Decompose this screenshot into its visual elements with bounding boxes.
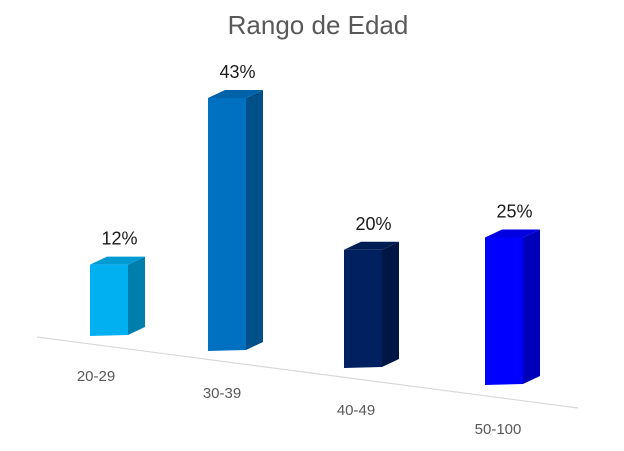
x-tick-labels-group: 20-29 30-39 40-49 50-100 (77, 368, 522, 438)
bar-front-40-49 (344, 249, 382, 368)
bar-side-40-49 (382, 241, 399, 367)
chart-title: Rango de Edad (228, 10, 409, 40)
bar-front-30-39 (208, 98, 246, 352)
data-label-30-39: 43% (219, 62, 255, 82)
bar-top-40-49 (344, 241, 399, 250)
data-label-40-49: 20% (355, 214, 391, 234)
bars-group (90, 90, 540, 385)
data-label-50-100: 25% (496, 202, 532, 222)
bar-front-20-29 (90, 264, 128, 336)
bar-side-20-29 (128, 256, 145, 335)
bar-20-29 (90, 256, 145, 336)
data-label-20-29: 12% (101, 229, 137, 249)
x-tick-20-29: 20-29 (77, 368, 115, 385)
x-tick-50-100: 50-100 (475, 421, 522, 438)
x-tick-40-49: 40-49 (337, 402, 375, 419)
x-tick-30-39: 30-39 (203, 385, 241, 402)
bar-top-30-39 (208, 90, 263, 99)
bar-top-50-100 (485, 229, 540, 238)
data-labels-group: 12% 43% 20% 25% (101, 62, 532, 249)
bar-30-39 (208, 90, 263, 352)
bar-front-50-100 (485, 237, 523, 385)
bar-side-30-39 (246, 90, 263, 351)
x-axis-line (36, 336, 579, 409)
bar-side-50-100 (523, 229, 540, 384)
bar-50-100 (485, 229, 540, 385)
bar-top-20-29 (90, 256, 145, 265)
bar-40-49 (344, 241, 399, 368)
